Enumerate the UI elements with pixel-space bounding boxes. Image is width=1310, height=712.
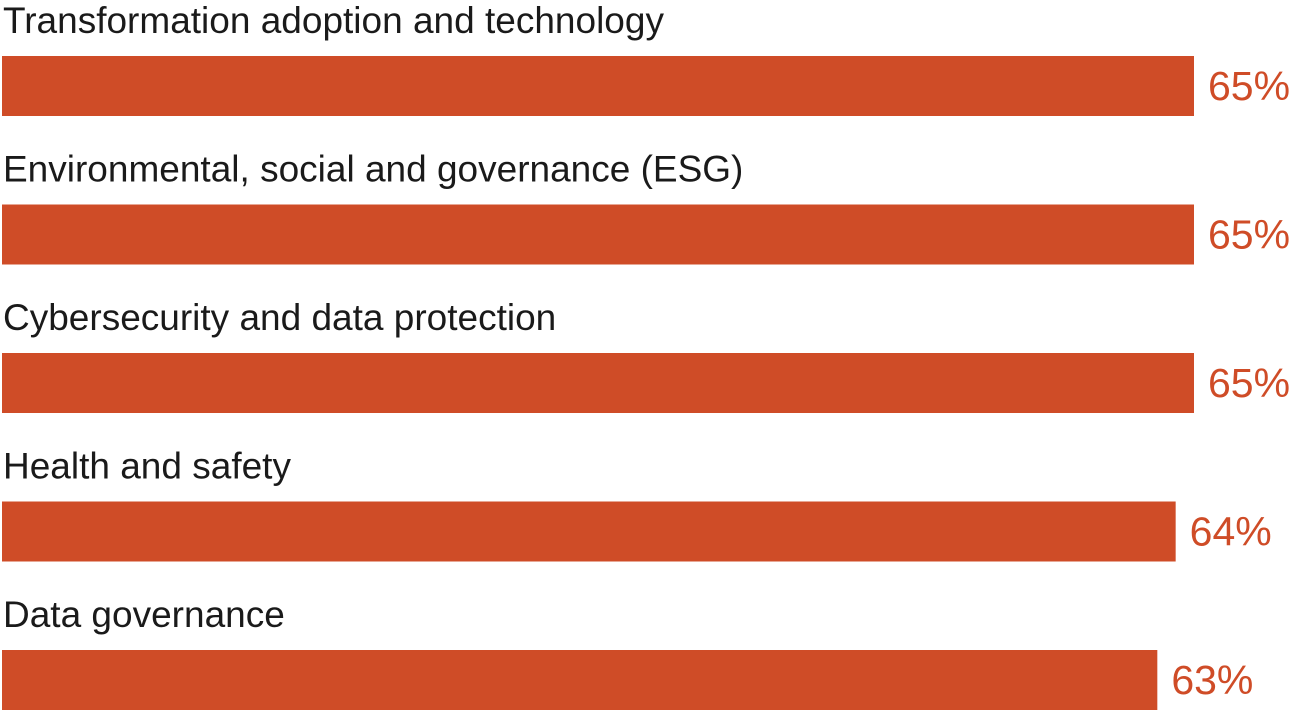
bar: [2, 650, 1158, 710]
bar-row: Cybersecurity and data protection 65%: [2, 297, 1290, 413]
value-label: 65%: [1208, 212, 1290, 258]
category-label: Health and safety: [3, 446, 291, 487]
category-label: Data governance: [3, 594, 285, 635]
bar: [2, 353, 1194, 413]
bar-row: Transformation adoption and technology 65…: [2, 0, 1290, 116]
value-label: 64%: [1190, 509, 1272, 555]
bar: [2, 501, 1176, 562]
value-label: 65%: [1208, 360, 1290, 406]
value-label: 63%: [1171, 657, 1253, 703]
bar: [2, 204, 1194, 265]
category-label: Transformation adoption and technology: [3, 0, 664, 41]
bar-row: Environmental, social and governance (ES…: [2, 149, 1290, 265]
category-label: Cybersecurity and data protection: [3, 297, 556, 338]
bar: [2, 56, 1194, 116]
bar-row: Data governance 63%: [2, 594, 1253, 710]
bar-row: Health and safety 64%: [2, 446, 1272, 562]
value-label: 65%: [1208, 63, 1290, 109]
category-label: Environmental, social and governance (ES…: [3, 149, 743, 190]
